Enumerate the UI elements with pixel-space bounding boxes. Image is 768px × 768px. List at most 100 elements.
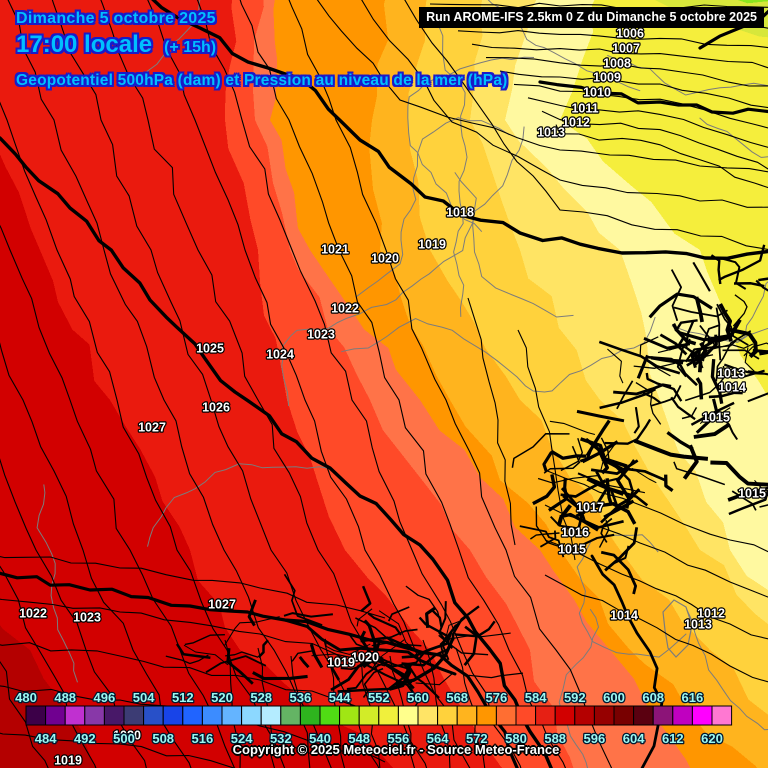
- legend-swatch: [123, 705, 145, 726]
- legend-tick-label: 572: [466, 731, 488, 746]
- pressure-label: 1027: [208, 598, 236, 612]
- legend-swatch: [535, 705, 556, 726]
- legend-tick-label: 576: [486, 690, 508, 705]
- pressure-label: 1010: [583, 86, 611, 100]
- pressure-label: 1013: [717, 367, 745, 381]
- pressure-label: 1022: [331, 302, 359, 316]
- legend-swatch: [554, 705, 576, 726]
- corsica-outline: [662, 599, 693, 658]
- legend-swatch: [378, 705, 399, 726]
- legend-tick-label: 616: [682, 690, 704, 705]
- pressure-label: 1014: [718, 381, 746, 395]
- pressure-label: 1008: [603, 57, 631, 71]
- legend-tick-label: 600: [603, 690, 625, 705]
- legend-swatch: [633, 705, 654, 726]
- pressure-label: 1020: [371, 252, 399, 266]
- pressure-label: 1024: [266, 348, 294, 362]
- pressure-label: 1015: [738, 487, 766, 501]
- pressure-label: 1021: [321, 243, 349, 257]
- pressure-label: 1014: [610, 609, 638, 623]
- legend-tick-label: 608: [642, 690, 664, 705]
- legend-swatch: [495, 705, 517, 726]
- legend-swatch: [162, 705, 184, 726]
- legend-tick-label: 512: [172, 690, 194, 705]
- legend-swatch: [260, 705, 282, 726]
- pressure-label: 1016: [561, 526, 589, 540]
- terrain-contour-clutter: [165, 244, 768, 713]
- pressure-label: 1025: [196, 342, 224, 356]
- legend-swatch: [358, 705, 380, 726]
- legend-swatch: [456, 705, 478, 726]
- legend-colorbar: 480 488 496 504 512 520 528 536 544 552 560 568 576 5…: [14, 689, 733, 747]
- legend-swatch: [672, 705, 693, 726]
- legend-tick-label: 580: [505, 731, 527, 746]
- legend-tick-label: 484: [35, 731, 57, 746]
- pressure-label: 1011: [571, 102, 598, 116]
- pressure-label: 1015: [558, 543, 586, 557]
- pressure-label: 1019: [54, 754, 82, 768]
- pressure-label: 1020: [351, 651, 379, 665]
- legend-swatch: [299, 705, 321, 726]
- legend-swatch: [143, 705, 164, 726]
- legend-swatch: [515, 705, 537, 726]
- legend-swatch: [319, 705, 341, 726]
- legend-swatch: [711, 705, 733, 726]
- legend-tick-label: 516: [192, 731, 214, 746]
- pressure-label: 1023: [307, 328, 335, 342]
- legend-tick-label: 564: [427, 731, 449, 746]
- pressure-label: 1020: [113, 729, 141, 743]
- legend-swatch: [476, 705, 497, 726]
- legend-tick-label: 548: [348, 731, 370, 746]
- legend-swatch: [691, 705, 713, 726]
- pressure-label: 1006: [616, 27, 644, 41]
- pressure-label: 1019: [327, 656, 355, 670]
- pressure-label: 1019: [418, 238, 446, 252]
- legend-swatch: [652, 705, 674, 726]
- pressure-labels: 1004100610071008100910101011101210131018…: [18, 5, 767, 768]
- legend-tick-label: 568: [446, 690, 468, 705]
- legend-tick-label: 604: [623, 731, 645, 746]
- legend-tick-label: 588: [544, 731, 566, 746]
- legend-swatch: [613, 705, 635, 726]
- pressure-label: 1012: [697, 607, 725, 621]
- legend-tick-label: 592: [564, 690, 586, 705]
- legend-tick-label: 520: [211, 690, 233, 705]
- pressure-label: 1018: [446, 206, 474, 220]
- legend-swatch: [64, 705, 86, 726]
- pressure-label: 1007: [612, 42, 640, 56]
- legend-tick-label: 508: [152, 731, 174, 746]
- legend-tick-label: 500: [113, 731, 135, 746]
- legend-tick-label: 556: [388, 731, 410, 746]
- pressure-label: 1023: [73, 611, 101, 625]
- legend-swatch: [201, 705, 223, 726]
- pressure-label: 1022: [19, 607, 47, 621]
- legend-tick-label: 532: [270, 731, 292, 746]
- pressure-label: 1013: [684, 618, 712, 632]
- legend-tick-label: 544: [329, 690, 351, 705]
- pressure-label: 1013: [537, 126, 565, 140]
- legend-swatch: [280, 705, 301, 726]
- legend-swatch: [241, 705, 262, 726]
- legend-swatch: [574, 705, 595, 726]
- legend-tick-label: 540: [309, 731, 331, 746]
- legend-tick-label: 596: [584, 731, 606, 746]
- legend-tick-label: 612: [662, 731, 684, 746]
- pressure-label: 1017: [576, 501, 604, 515]
- legend-tick-label: 496: [94, 690, 116, 705]
- legend-swatch: [593, 705, 615, 726]
- legend-tick-label: 584: [525, 690, 547, 705]
- pressure-label: 1009: [593, 71, 621, 85]
- legend-swatch: [182, 705, 203, 726]
- legend-swatch: [417, 705, 439, 726]
- legend-swatch: [25, 705, 47, 726]
- legend-tick-label: 528: [250, 690, 272, 705]
- legend-tick-label: 480: [15, 690, 37, 705]
- legend-tick-label: 504: [133, 690, 155, 705]
- legend-tick-label: 620: [701, 731, 723, 746]
- legend-swatch: [103, 705, 125, 726]
- legend-swatch: [84, 705, 105, 726]
